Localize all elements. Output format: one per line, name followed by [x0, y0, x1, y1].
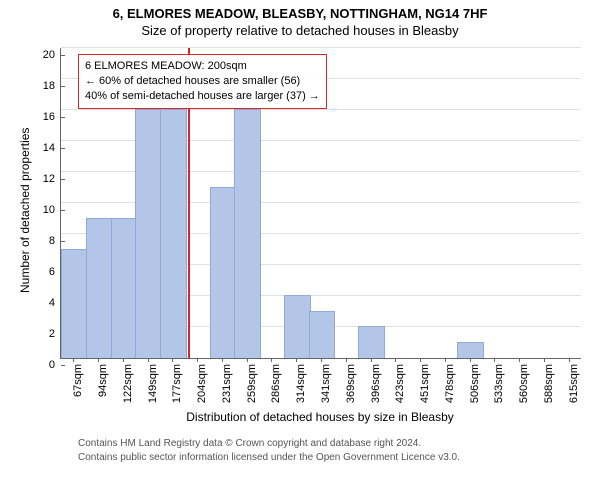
y-tick-label: 0 — [49, 359, 61, 371]
histogram-bar — [234, 109, 261, 358]
histogram-bar — [457, 342, 484, 359]
chart-container: 6, ELMORES MEADOW, BLEASBY, NOTTINGHAM, … — [0, 0, 600, 500]
x-tick-mark — [148, 358, 149, 362]
x-tick-mark — [296, 358, 297, 362]
histogram-bar — [210, 187, 237, 359]
x-tick-mark — [172, 358, 173, 362]
x-tick-mark — [494, 358, 495, 362]
x-tick-label: 231sqm — [219, 364, 233, 403]
x-tick-label: 259sqm — [244, 364, 258, 403]
y-tick-label: 2 — [49, 328, 61, 340]
y-tick-label: 12 — [43, 173, 61, 185]
x-tick-label: 506sqm — [467, 364, 481, 403]
callout-line-2: ← 60% of detached houses are smaller (56… — [85, 74, 320, 89]
reference-callout: 6 ELMORES MEADOW: 200sqm ← 60% of detach… — [78, 54, 327, 109]
x-tick-mark — [544, 358, 545, 362]
x-tick-label: 122sqm — [120, 364, 134, 403]
x-tick-mark — [222, 358, 223, 362]
x-tick-label: 94sqm — [95, 364, 109, 397]
x-tick-label: 588sqm — [541, 364, 555, 403]
x-tick-label: 533sqm — [491, 364, 505, 403]
chart-subtitle: Size of property relative to detached ho… — [0, 21, 600, 38]
x-axis-label: Distribution of detached houses by size … — [60, 410, 580, 424]
x-tick-label: 341sqm — [318, 364, 332, 403]
x-tick-mark — [519, 358, 520, 362]
y-tick-label: 8 — [49, 235, 61, 247]
x-tick-mark — [569, 358, 570, 362]
x-tick-label: 560sqm — [516, 364, 530, 403]
histogram-bar — [160, 109, 187, 358]
y-tick-label: 4 — [49, 297, 61, 309]
x-tick-mark — [346, 358, 347, 362]
y-tick-label: 14 — [43, 142, 61, 154]
histogram-bar — [61, 249, 88, 359]
x-tick-mark — [420, 358, 421, 362]
gridline — [61, 47, 581, 48]
x-tick-mark — [321, 358, 322, 362]
y-axis-label: Number of detached properties — [18, 128, 32, 293]
x-tick-mark — [73, 358, 74, 362]
histogram-bar — [111, 218, 138, 359]
callout-line-3: 40% of semi-detached houses are larger (… — [85, 89, 320, 104]
x-tick-label: 314sqm — [293, 364, 307, 403]
histogram-bar — [358, 326, 385, 358]
x-tick-label: 67sqm — [70, 364, 84, 397]
x-tick-mark — [123, 358, 124, 362]
x-tick-label: 286sqm — [268, 364, 282, 403]
x-tick-mark — [395, 358, 396, 362]
y-tick-label: 10 — [43, 204, 61, 216]
x-tick-label: 478sqm — [442, 364, 456, 403]
y-tick-label: 16 — [43, 111, 61, 123]
histogram-bar — [284, 295, 311, 358]
x-tick-label: 204sqm — [194, 364, 208, 403]
x-tick-mark — [247, 358, 248, 362]
x-tick-label: 396sqm — [368, 364, 382, 403]
y-tick-label: 20 — [43, 49, 61, 61]
x-tick-mark — [371, 358, 372, 362]
histogram-bar — [86, 218, 113, 359]
x-tick-label: 177sqm — [169, 364, 183, 403]
x-tick-mark — [98, 358, 99, 362]
chart-title-address: 6, ELMORES MEADOW, BLEASBY, NOTTINGHAM, … — [0, 0, 600, 21]
histogram-bar — [135, 109, 162, 358]
x-tick-mark — [197, 358, 198, 362]
x-tick-mark — [271, 358, 272, 362]
x-tick-label: 451sqm — [417, 364, 431, 403]
y-tick-label: 18 — [43, 80, 61, 92]
x-tick-label: 149sqm — [145, 364, 159, 403]
x-tick-mark — [445, 358, 446, 362]
y-tick-label: 6 — [49, 266, 61, 278]
callout-line-1: 6 ELMORES MEADOW: 200sqm — [85, 59, 320, 74]
footer-line-2: Contains public sector information licen… — [78, 452, 460, 463]
histogram-bar — [309, 311, 336, 359]
x-tick-label: 369sqm — [343, 364, 357, 403]
x-tick-mark — [470, 358, 471, 362]
x-tick-label: 423sqm — [392, 364, 406, 403]
x-tick-label: 615sqm — [566, 364, 580, 403]
footer-line-1: Contains HM Land Registry data © Crown c… — [78, 438, 421, 449]
